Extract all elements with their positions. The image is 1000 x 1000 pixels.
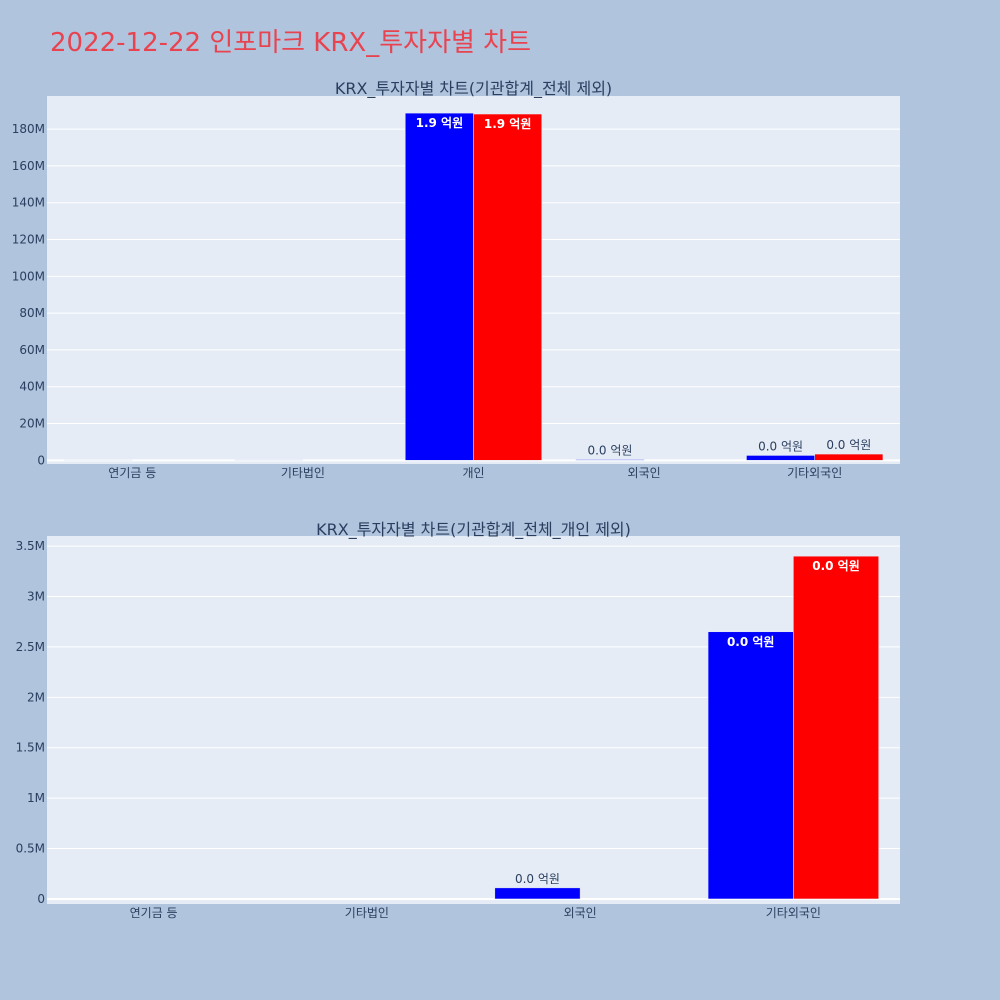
bar bbox=[473, 113, 542, 461]
y-tick-label: 2.5M bbox=[16, 640, 45, 654]
y-tick-label: 1.5M bbox=[16, 741, 45, 755]
y-tick-label: 3.5M bbox=[16, 539, 45, 553]
bar bbox=[746, 455, 815, 461]
y-tick-label: 20M bbox=[19, 417, 45, 431]
data-label: 0.0 억원 bbox=[515, 872, 560, 886]
y-tick-label: 160M bbox=[12, 159, 45, 173]
data-label: 0.0 억원 bbox=[812, 559, 860, 573]
data-label: 0.0 억원 bbox=[587, 444, 632, 458]
x-tick-label: 기타법인 bbox=[281, 466, 325, 480]
bar bbox=[707, 631, 794, 900]
bar bbox=[793, 555, 879, 900]
y-tick-label: 40M bbox=[19, 380, 45, 394]
chart-title: KRX_투자자별 차트(기관합계_전체 제외) bbox=[335, 79, 612, 99]
y-tick-label: 100M bbox=[12, 269, 45, 283]
y-tick-label: 180M bbox=[12, 122, 45, 136]
y-tick-label: 3M bbox=[27, 589, 45, 603]
page-title: 2022-12-22 인포마크 KRX_투자자별 차트 bbox=[50, 28, 532, 58]
y-tick-label: 60M bbox=[19, 343, 45, 357]
bar bbox=[405, 112, 474, 461]
y-tick-label: 120M bbox=[12, 233, 45, 247]
x-tick-label: 연기금 등 bbox=[130, 906, 178, 920]
x-tick-label: 연기금 등 bbox=[108, 466, 156, 480]
y-tick-label: 1M bbox=[27, 791, 45, 805]
data-label: 0.0 억원 bbox=[727, 635, 775, 649]
y-tick-label: 0 bbox=[37, 892, 45, 906]
y-tick-label: 0 bbox=[37, 453, 45, 467]
y-tick-label: 0.5M bbox=[16, 842, 45, 856]
x-tick-label: 외국인 bbox=[564, 906, 597, 920]
x-tick-label: 기타외국인 bbox=[787, 466, 842, 480]
y-tick-label: 2M bbox=[27, 690, 45, 704]
x-tick-label: 기타외국인 bbox=[766, 906, 821, 920]
bar bbox=[814, 453, 884, 461]
x-tick-label: 개인 bbox=[462, 466, 484, 480]
data-label: 1.9 억원 bbox=[484, 117, 532, 131]
data-label: 0.0 억원 bbox=[758, 439, 803, 453]
chart-title: KRX_투자자별 차트(기관합계_전체_개인 제외) bbox=[316, 520, 631, 540]
x-tick-label: 외국인 bbox=[628, 466, 661, 480]
chart-panel-bottom: 0 0.5M 1M 1.5M 2M 2.5M 3M 3.5M KRX_투자자별 차트(기관합계_… bbox=[16, 520, 900, 920]
data-label: 0.0 억원 bbox=[826, 438, 871, 452]
x-tick-label: 기타법인 bbox=[345, 906, 389, 920]
data-label: 1.9 억원 bbox=[416, 116, 464, 130]
y-tick-label: 140M bbox=[12, 196, 45, 210]
y-tick-label: 80M bbox=[19, 306, 45, 320]
bar bbox=[494, 887, 581, 900]
bar bbox=[575, 459, 645, 461]
chart-panel-top: 0 20M 40M 60M 80M 100M 120M 140M 160M 180M KRX_투자자… bbox=[12, 79, 900, 480]
